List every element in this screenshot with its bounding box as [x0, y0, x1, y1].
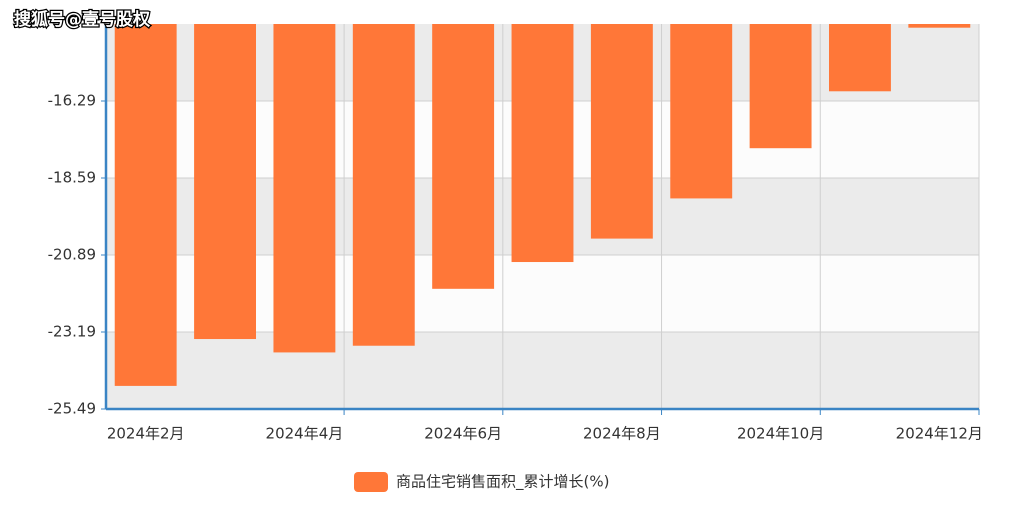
watermark: 搜狐号@壹号股权 [14, 9, 151, 30]
y-tick-label: -16.29 [48, 92, 96, 110]
bar [273, 24, 336, 353]
bar [908, 24, 971, 28]
bar [749, 24, 812, 149]
y-tick-label: -18.59 [48, 169, 96, 187]
x-tick-label: 2024年8月 [583, 425, 661, 443]
bar [194, 24, 256, 340]
bar [670, 24, 733, 199]
bar [829, 24, 891, 92]
x-tick-label: 2024年6月 [424, 425, 502, 443]
y-tick-label: -23.19 [48, 323, 96, 341]
x-tick-label: 2024年10月 [737, 425, 824, 443]
x-tick-label: 2024年12月 [896, 425, 983, 443]
x-tick-label: 2024年2月 [107, 425, 185, 443]
bar [432, 24, 495, 289]
y-tick-label: -25.49 [48, 400, 96, 418]
bar [511, 24, 574, 263]
bar [352, 24, 415, 346]
bar [590, 24, 653, 239]
legend-label: 商品住宅销售面积_累计增长(%) [396, 473, 609, 492]
grid-band [106, 332, 979, 409]
x-tick-label: 2024年4月 [266, 425, 344, 443]
y-tick-label: -20.89 [48, 246, 96, 264]
legend-swatch [354, 472, 388, 492]
bar [114, 24, 177, 386]
